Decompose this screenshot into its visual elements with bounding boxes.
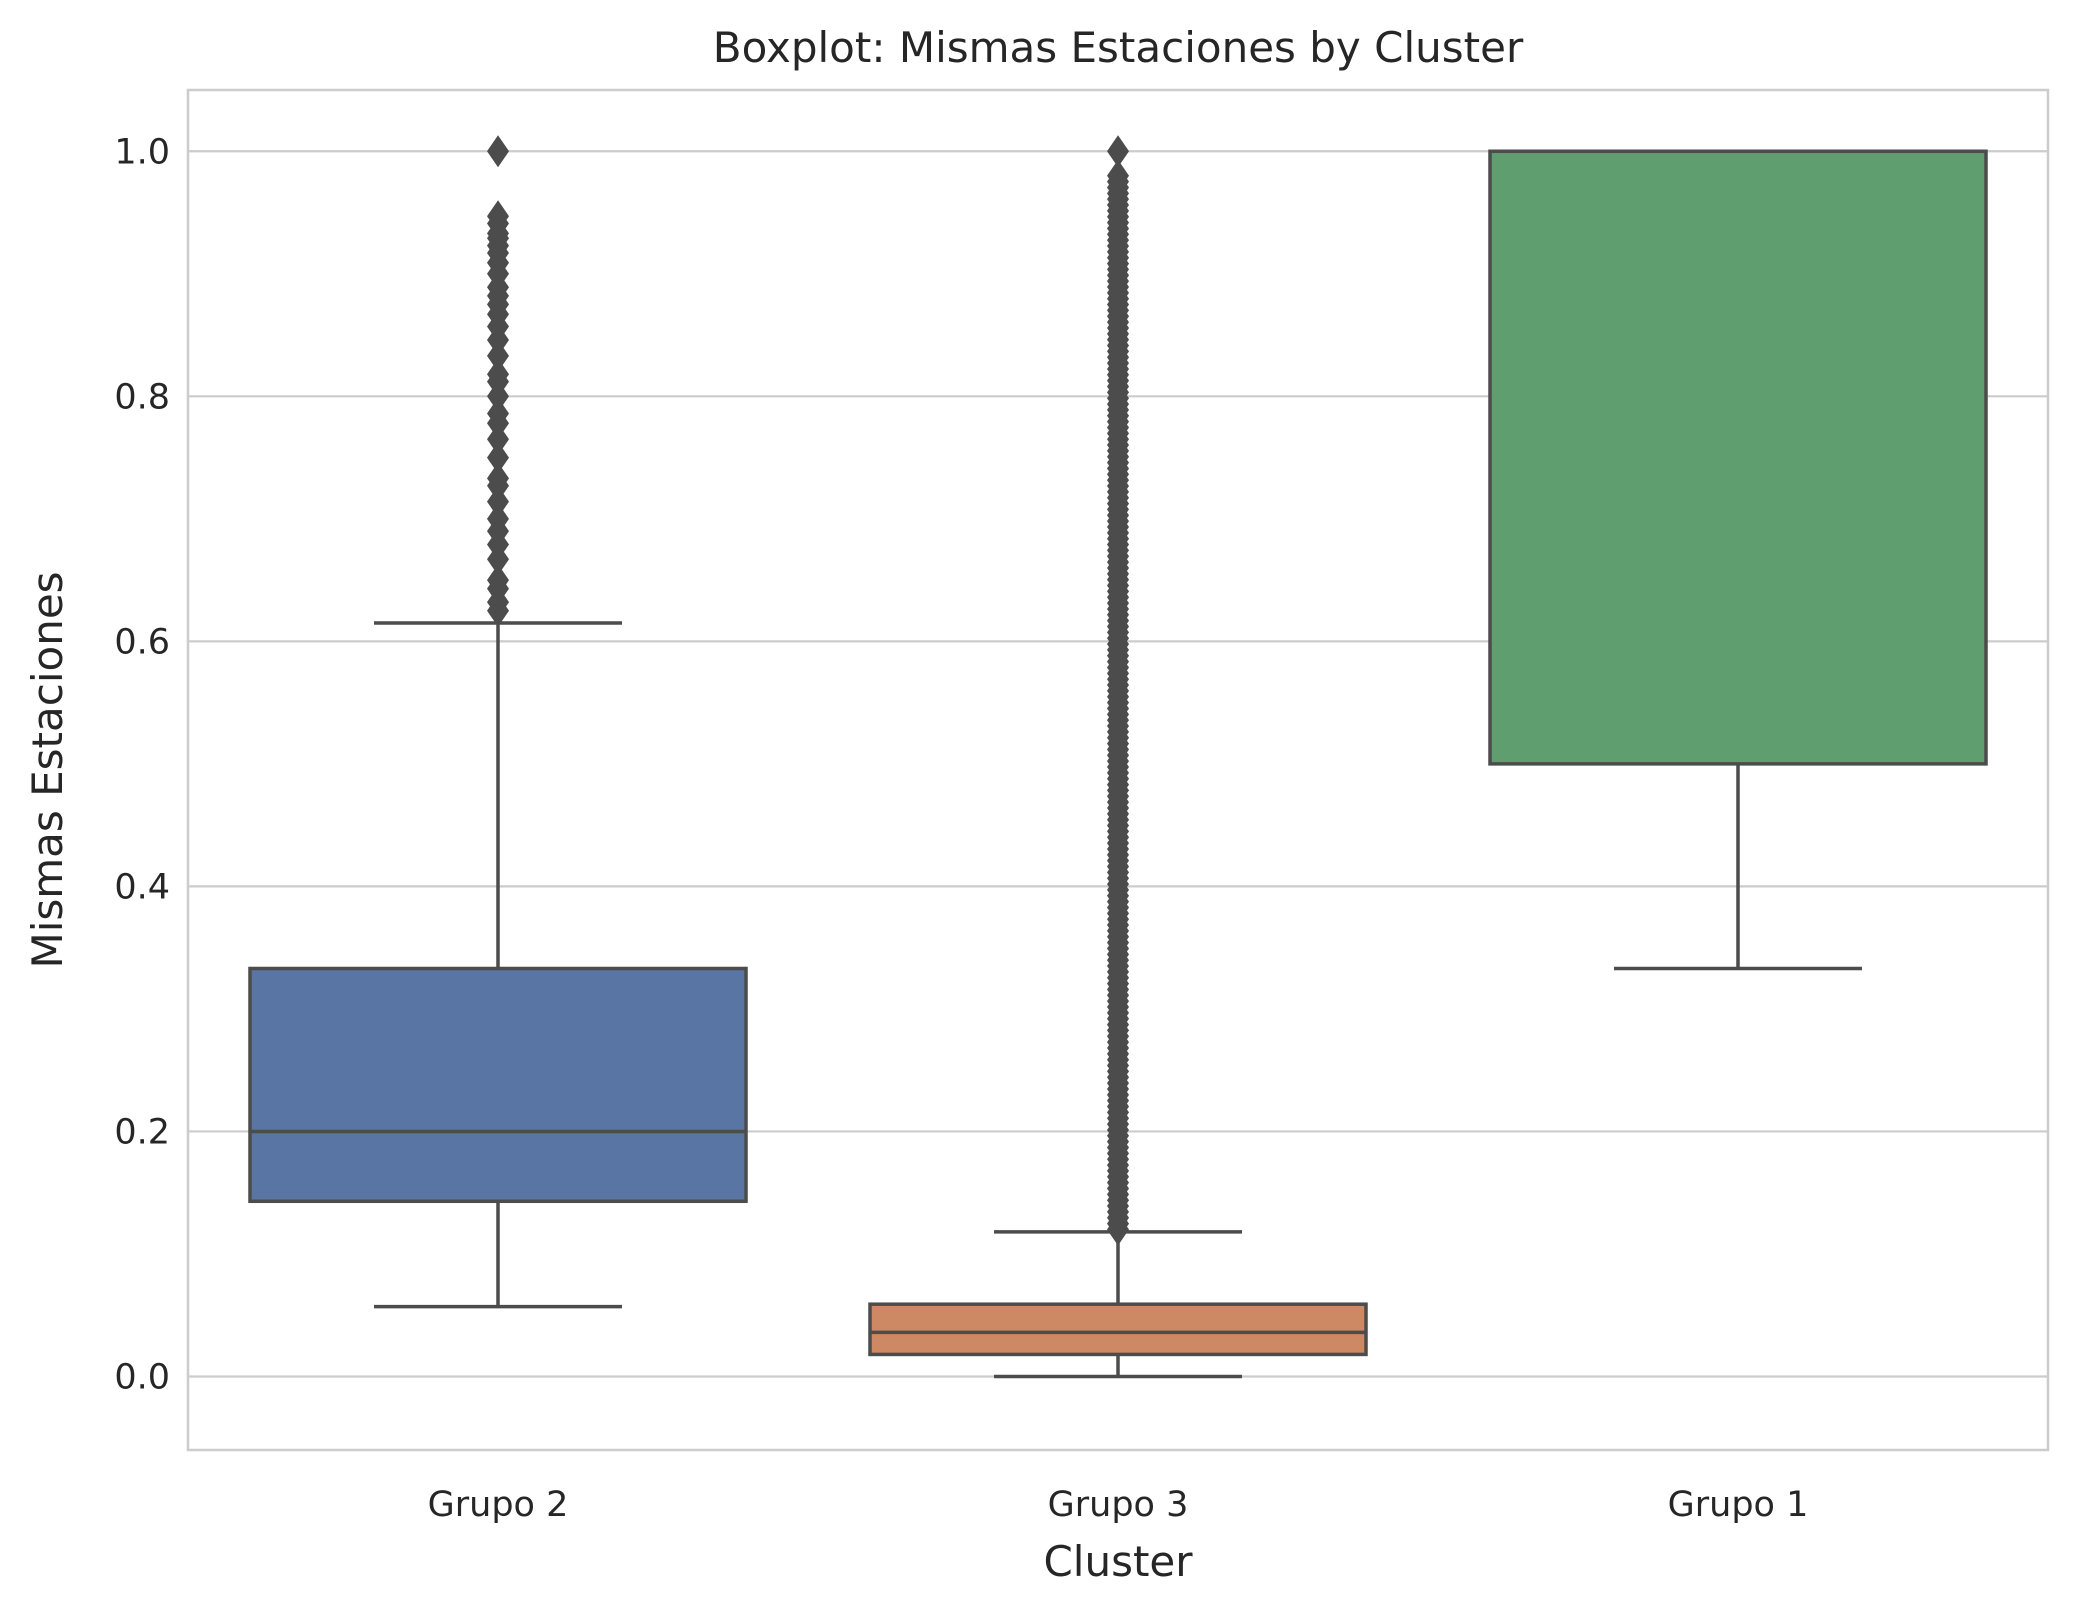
x-axis-ticks: Grupo 2 Grupo 3 Grupo 1 <box>428 1485 1809 1525</box>
outlier-point <box>487 358 509 391</box>
box-group-1 <box>248 135 748 1309</box>
chart-title: Boxplot: Mismas Estaciones by Cluster <box>713 23 1524 72</box>
y-tick-label: 0.4 <box>114 867 170 907</box>
x-tick-label: Grupo 3 <box>1048 1485 1189 1525</box>
x-axis-label: Cluster <box>1043 1537 1193 1586</box>
outlier-point <box>487 462 509 495</box>
y-tick-label: 0.8 <box>114 377 170 417</box>
iqr-box <box>248 966 748 1204</box>
x-tick-label: Grupo 1 <box>1668 1485 1809 1525</box>
y-tick-label: 0.2 <box>114 1112 170 1152</box>
iqr-box <box>1488 149 1988 766</box>
outlier-point <box>487 502 509 535</box>
box-group-3 <box>1488 149 1988 971</box>
x-tick-label: Grupo 2 <box>428 1485 569 1525</box>
outlier-point <box>1107 135 1129 168</box>
plot-layer <box>248 135 1988 1379</box>
y-tick-label: 0.0 <box>114 1357 170 1397</box>
outlier-point <box>487 397 509 430</box>
box-group-2 <box>868 135 1368 1379</box>
outlier-point <box>487 200 509 233</box>
outlier-point <box>1107 159 1129 192</box>
y-tick-label: 0.6 <box>114 622 170 662</box>
y-axis-label: Mismas Estaciones <box>23 571 72 968</box>
plot-frame <box>186 88 2050 1452</box>
y-axis-ticks: 0.0 0.2 0.4 0.6 0.8 1.0 <box>114 132 170 1397</box>
iqr-box <box>868 1302 1368 1357</box>
outlier-point <box>487 564 509 597</box>
y-tick-label: 1.0 <box>114 132 170 172</box>
outlier-point <box>487 135 509 168</box>
outlier-point <box>487 441 509 474</box>
